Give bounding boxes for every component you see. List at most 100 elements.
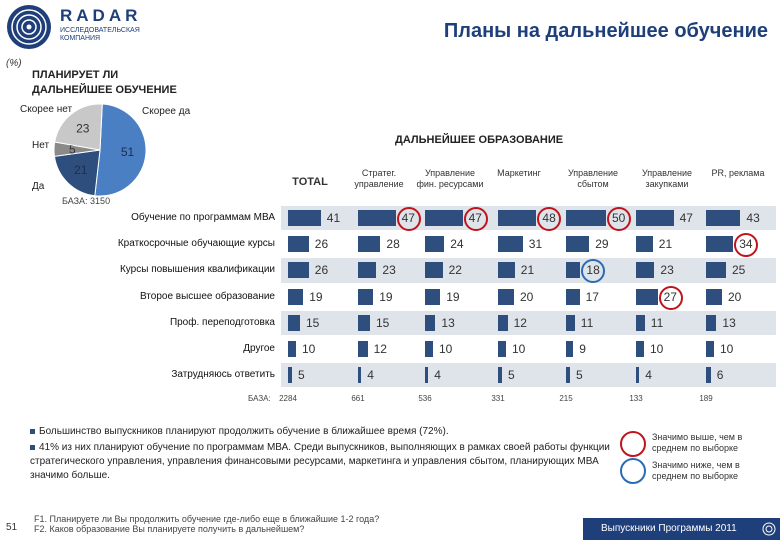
- bar: [498, 341, 506, 357]
- bar: [706, 367, 711, 384]
- bar: [566, 236, 590, 253]
- note-item: 41% из них планируют обучение по програм…: [30, 441, 610, 483]
- bar: [498, 210, 537, 226]
- pie-slice-yes: [53, 149, 101, 197]
- footnote: F1. Планируете ли Вы продолжить обучение…: [34, 514, 379, 534]
- bar: [498, 367, 502, 384]
- bar-value: 10: [720, 342, 734, 356]
- bar: [425, 314, 436, 331]
- row-label: Курсы повышения квалификации: [119, 264, 275, 276]
- bar-value: 5: [576, 368, 583, 383]
- bar: [566, 262, 581, 279]
- table-row: [281, 363, 776, 388]
- bar-value: 23: [660, 263, 674, 278]
- legend-low-circle-icon: [620, 458, 646, 484]
- table-row: [281, 310, 776, 335]
- bar: [425, 236, 445, 253]
- bar: [636, 262, 655, 279]
- table-row: [281, 337, 776, 362]
- pie-label-probably-no: Скорее нет: [20, 104, 73, 115]
- bar: [288, 236, 309, 253]
- bar-value: 12: [513, 315, 527, 330]
- bar: [566, 367, 570, 384]
- bar: [498, 262, 515, 279]
- significantly-higher-circle-icon: [734, 233, 759, 258]
- base-label: БАЗА:: [248, 394, 271, 403]
- notes: Большинство выпускников планируют продол…: [30, 425, 610, 485]
- bar-value: 47: [679, 211, 693, 225]
- bar-value: 26: [314, 263, 329, 278]
- bar: [288, 314, 300, 331]
- legend-high-circle-icon: [620, 431, 646, 457]
- bar-value: 10: [650, 342, 664, 356]
- bar: [636, 236, 653, 253]
- bar-value: 10: [512, 342, 526, 356]
- base-value: 536: [418, 394, 432, 403]
- bar-value: 22: [448, 263, 462, 278]
- pie-slice-probably-yes: [94, 103, 147, 197]
- bar-value: 20: [520, 289, 534, 304]
- bar: [706, 288, 722, 305]
- bar-value: 13: [441, 315, 455, 330]
- bar-value: 23: [382, 263, 396, 278]
- bar: [358, 367, 362, 384]
- column-header: PR, реклама: [711, 168, 765, 178]
- bar-value: 13: [722, 315, 736, 330]
- bar: [636, 341, 644, 357]
- bar: [358, 236, 381, 253]
- column-header: Маркетинг: [497, 168, 541, 178]
- bar: [706, 236, 734, 253]
- significantly-higher-circle-icon: [463, 207, 488, 231]
- page-number: 51: [6, 522, 18, 533]
- bar-value: 4: [367, 368, 374, 383]
- bar-value: 11: [650, 315, 664, 330]
- page-title: Планы на дальнейшее обучение: [443, 20, 768, 42]
- pie-title: ПЛАНИРУЕТ ЛИ ДАЛЬНЕЙШЕЕ ОБУЧЕНИЕ: [32, 69, 177, 96]
- bar-value: 41: [326, 211, 341, 225]
- bar: [498, 288, 514, 305]
- bar-value: 6: [716, 368, 724, 383]
- bar: [358, 341, 368, 357]
- bar-value: 17: [585, 289, 599, 304]
- bar: [288, 367, 292, 384]
- bar-value: 28: [386, 237, 400, 252]
- bar: [706, 262, 726, 279]
- bar-value: 11: [580, 315, 594, 330]
- bar-value: 21: [658, 237, 673, 252]
- bar-value: 20: [728, 289, 742, 304]
- pie-slice-probably-no: [54, 103, 103, 151]
- bar: [425, 288, 441, 305]
- base-value: 133: [629, 394, 643, 403]
- bar: [288, 262, 309, 279]
- bar: [566, 341, 574, 357]
- bar: [706, 210, 741, 226]
- bar-value: 5: [298, 368, 305, 383]
- note-text: 41% из них планируют обучение по програм…: [30, 442, 610, 481]
- legend-high-text: Значимо выше, чем в среднем по выборке: [652, 432, 743, 453]
- note-item: Большинство выпускников планируют продол…: [30, 425, 610, 439]
- bar: [498, 236, 523, 253]
- radar-small-logo-icon: [762, 522, 776, 536]
- bar-value: 15: [306, 315, 320, 330]
- row-label: Обучение по программам МВА: [131, 212, 275, 223]
- bar-value: 43: [746, 211, 760, 225]
- table-title: ДАЛЬНЕЙШЕЕ ОБРАЗОВАНИЕ: [395, 134, 564, 146]
- pie-label-no: Нет: [32, 140, 50, 151]
- bar: [288, 210, 321, 226]
- column-header: Управление закупками: [641, 168, 693, 189]
- bar: [566, 288, 580, 305]
- base-value: 189: [699, 394, 713, 403]
- bar: [706, 314, 717, 331]
- row-label: Затрудняюсь ответить: [171, 369, 275, 381]
- bar-value: 12: [373, 342, 387, 356]
- bar-value: 15: [376, 315, 390, 330]
- bar: [566, 314, 575, 331]
- bar: [358, 288, 374, 305]
- significantly-higher-circle-icon: [658, 285, 683, 310]
- bar-value: 21: [520, 263, 535, 278]
- pie-value-yes: 21: [74, 163, 88, 177]
- base-value: 215: [559, 394, 573, 403]
- pie-chart: 51 21 523: [53, 103, 147, 197]
- bar-value: 29: [595, 237, 609, 252]
- significantly-higher-circle-icon: [537, 207, 562, 231]
